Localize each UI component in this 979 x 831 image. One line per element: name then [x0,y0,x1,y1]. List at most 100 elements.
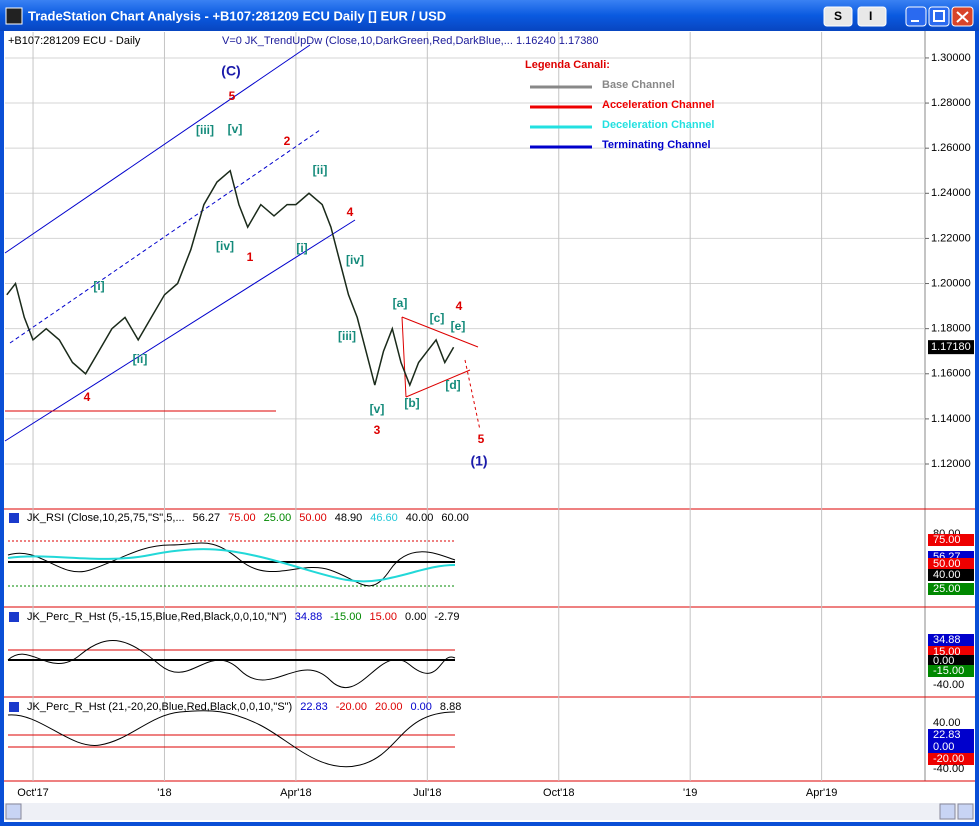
indicator-header: -2.79 [434,611,459,623]
indicator-header: 75.00 [228,512,256,524]
wave-label: (C) [221,63,240,79]
wave-label: [i] [93,279,104,293]
indicator-axis-label: 25.00 [933,583,961,595]
wave-label: [iii] [196,123,214,137]
y-tick-label: 1.24000 [931,187,971,199]
wave-label: [iv] [346,253,364,267]
x-tick-label: '18 [157,787,171,799]
indicator-axis-label: -15.00 [933,665,964,677]
y-tick-label: 1.16000 [931,368,971,380]
perc2-line [7,710,456,768]
indicator-header: 34.88 [295,611,323,623]
indicator-header: JK_RSI (Close,10,25,75,"S",5,... [27,512,185,524]
rsi-line [7,542,456,587]
s-button[interactable] [823,6,853,27]
legend-label: Terminating Channel [602,139,711,151]
channel-line [4,219,356,442]
indicator-axis-box [928,753,974,765]
indicator-axis-label: 34.88 [933,634,961,646]
indicator-header: 60.00 [441,512,469,524]
indicator-axis-box [928,655,974,667]
chart-title: +B107:281209 ECU - Daily [8,35,141,47]
legend-label: Base Channel [602,79,675,91]
chart-area [4,31,975,822]
maximize-icon [933,10,945,22]
indicator-axis-label: 75.00 [933,534,961,546]
x-tick-label: Oct'17 [17,787,48,799]
wave-label: [i] [296,241,307,255]
indicator-header: 46.60 [370,512,398,524]
x-tick-label: Jul'18 [413,787,441,799]
wave-label: 4 [347,205,354,219]
app-icon [5,7,23,25]
y-tick-label: 1.20000 [931,277,971,289]
i-button[interactable] [857,6,887,27]
wave-label: 1 [247,250,254,264]
scrollbar[interactable] [4,803,975,820]
wave-label: [iii] [338,329,356,343]
chart-subtitle: V=0 JK_TrendUpDw (Close,10,DarkGreen,Red… [222,35,599,47]
x-tick-label: Apr'18 [280,787,311,799]
channel-line [4,44,311,254]
indicator-header: 0.00 [405,611,426,623]
wave-label: 5 [229,89,236,103]
title-bar [0,0,979,31]
indicator-header: 8.88 [440,701,461,713]
indicator-axis-box [928,534,974,546]
indicator-header: -15.00 [330,611,361,623]
indicator-axis-box [928,569,974,581]
indicator-decor [7,540,456,768]
indicator-header: JK_Perc_R_Hst (5,-15,15,Blue,Red,Black,0… [27,611,287,623]
scroll-right[interactable] [957,803,974,820]
indicator-header: 25.00 [264,512,292,524]
indicator-header: JK_Perc_R_Hst (21,-20,20,Blue,Red,Black,… [27,701,292,713]
scroll-left[interactable] [5,803,22,820]
wave-label: [ii] [313,163,328,177]
scroll-thumb[interactable] [939,803,956,820]
wave-label: [v] [228,122,243,136]
indicator-axis-label: 0.00 [933,741,954,753]
minimize-button[interactable] [905,6,927,27]
x-tick-label: Oct'18 [543,787,574,799]
wave-label: 4 [84,390,91,404]
wave-label: 3 [374,423,381,437]
last-price-box [928,340,974,355]
wave-label: (1) [470,453,487,469]
maximize-button[interactable] [928,6,950,27]
channels [4,44,481,442]
indicator-icon [9,702,19,712]
indicator-axis-label: 40.00 [933,717,961,729]
window-title: TradeStation Chart Analysis - +B107:2812… [28,8,446,23]
indicator-header: 15.00 [369,611,397,623]
indicator-header: 48.90 [335,512,363,524]
y-tick-label: 1.26000 [931,142,971,154]
price-line [6,169,455,388]
legend-label: Acceleration Channel [602,99,714,111]
triangle [401,316,479,398]
indicator-header: 22.83 [300,701,328,713]
i-button-label: I [869,9,872,23]
indicator-icon [9,513,19,523]
x-tick-label: '19 [683,787,697,799]
wave-label: 5 [478,432,485,446]
x-tick-label: Apr'19 [806,787,837,799]
rsi-average [7,548,456,583]
indicator-axis-label: -40.00 [933,679,964,691]
wave-label: [c] [430,311,445,325]
wave-label: [ii] [133,352,148,366]
indicator-header: 50.00 [299,512,327,524]
wave-label: [d] [445,378,460,392]
wave-label: [e] [451,319,466,333]
y-tick-label: 1.14000 [931,413,971,425]
s-button-label: S [834,9,842,23]
indicator-axis-label: 40.00 [933,569,961,581]
y-tick-label: 1.12000 [931,458,971,470]
indicator-header: 20.00 [375,701,403,713]
indicator-axis-box [928,583,974,595]
indicator-axis-box [928,634,974,646]
indicator-axis-label: 50.00 [933,558,961,570]
wave-label: [b] [404,396,419,410]
wave-label: [a] [393,296,408,310]
